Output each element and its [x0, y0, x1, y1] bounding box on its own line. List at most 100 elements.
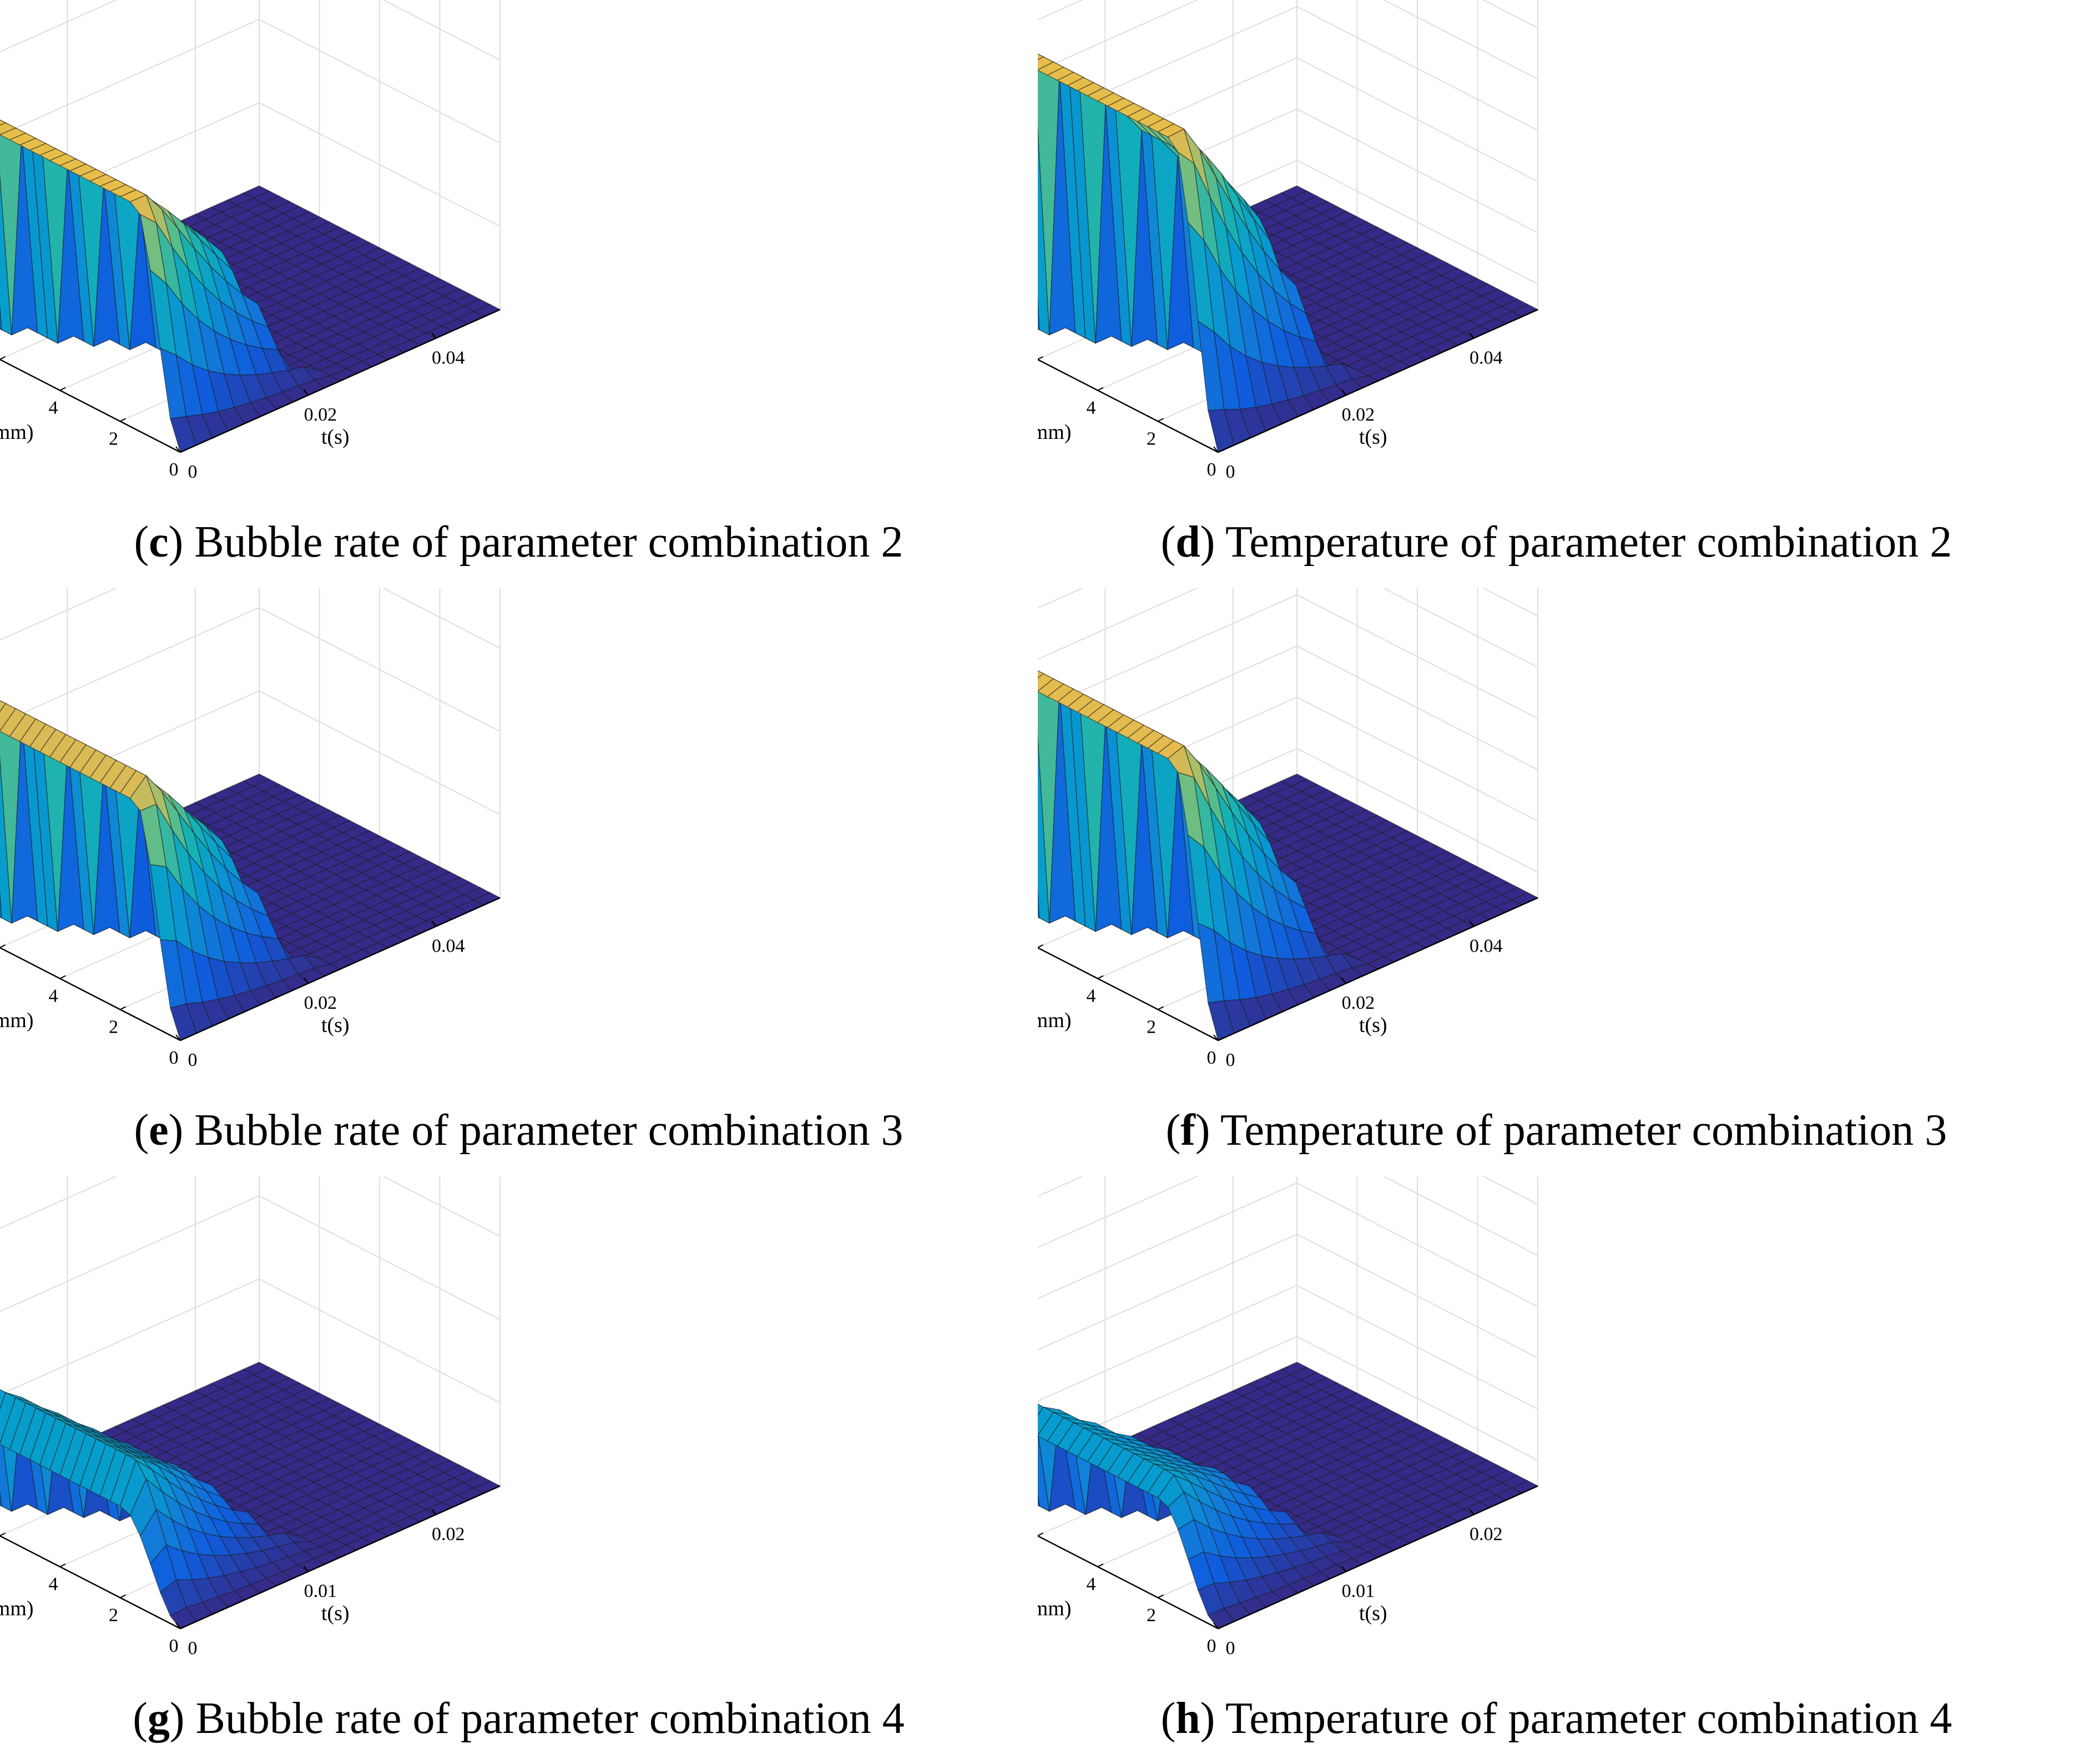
t-tick-mark [1213, 446, 1219, 453]
grid-line [1038, 1234, 1538, 1359]
caption-letter: c [149, 518, 169, 567]
x-tick-mark [1218, 1037, 1224, 1041]
t-tick-label: 0 [1226, 1638, 1235, 1659]
panel-e: 0246800.020.0400.010.020.030.04X(mm)t(s)… [0, 588, 1037, 1176]
caption-text: Bubble rate of parameter combination 4 [195, 1694, 905, 1743]
x-tick-label: 2 [109, 428, 118, 449]
t-axis-line [1218, 1485, 1538, 1630]
surface-plot-d: 0246800.020.04294296298300302304306X(mm)… [1038, 0, 1539, 482]
grid-line [0, 1278, 501, 1403]
x-tick-mark [1158, 418, 1164, 422]
axes: 0246800.020.0400.010.020.030.04X(mm)t(s)… [0, 897, 501, 1070]
x-tick-mark [1218, 1625, 1224, 1629]
surface-plot-g: 0246800.010.0200.010.020.030.04X(mm)t(s)… [0, 1176, 501, 1659]
panel-f: 0246800.020.04294296298300302304306X(mm)… [1038, 588, 2075, 1176]
surface-plot-h: 0246800.010.02294296298300302304306X(mm)… [1038, 1176, 1539, 1659]
surface [0, 119, 501, 453]
x-tick-mark [180, 1625, 186, 1629]
t-axis-line [180, 897, 501, 1042]
t-tick-mark [1341, 1565, 1347, 1572]
caption-h: (h) Temperature of parameter combination… [1160, 1694, 1952, 1743]
caption-text: Temperature of parameter combination 4 [1225, 1694, 1952, 1743]
t-tick-label: 0 [188, 462, 198, 482]
t-axis-line [180, 1485, 501, 1630]
caption-letter: g [147, 1694, 170, 1743]
caption-c: (c) Bubble rate of parameter combination… [134, 518, 903, 567]
x-axis-label: X(mm) [1038, 1009, 1072, 1032]
x-tick-label: 2 [1147, 1605, 1156, 1625]
surface [1038, 670, 1539, 1041]
x-tick-mark [0, 944, 6, 948]
x-axis-label: X(mm) [0, 1597, 34, 1620]
t-tick-label: 0 [188, 1050, 198, 1070]
t-axis-label: t(s) [321, 1013, 350, 1037]
x-tick-mark [120, 418, 126, 422]
t-axis-line [1218, 897, 1538, 1042]
x-tick-label: 4 [49, 986, 58, 1007]
axes: 0246800.010.02294296298300302304306X(mm)… [1038, 1485, 1538, 1659]
grid-line [1038, 0, 1538, 29]
t-axis-line [1218, 309, 1538, 453]
x-tick-label: 0 [1207, 1048, 1216, 1068]
panel-h: 0246800.010.02294296298300302304306X(mm)… [1038, 1176, 2075, 1764]
x-tick-label: 0 [1207, 459, 1216, 480]
axes: 0246800.020.04294296298300302304306X(mm)… [1038, 309, 1538, 482]
t-tick-label: 0 [188, 1638, 198, 1659]
t-tick-mark [431, 1508, 437, 1515]
x-tick-mark [120, 1006, 126, 1010]
surface [1038, 1362, 1539, 1629]
x-tick-mark [1218, 449, 1224, 453]
t-tick-label: 0.02 [1470, 1524, 1503, 1544]
t-tick-mark [1469, 920, 1475, 927]
surface [0, 1362, 501, 1629]
caption-text: Bubble rate of parameter combination 2 [194, 518, 903, 567]
t-tick-mark [1469, 332, 1475, 339]
t-tick-label: 0 [1226, 1050, 1235, 1070]
t-axis-label: t(s) [1359, 1601, 1387, 1625]
x-axis-label: X(mm) [0, 421, 34, 444]
t-tick-label: 0.01 [304, 1581, 337, 1601]
grid-line [1038, 0, 1538, 80]
x-tick-label: 4 [1087, 398, 1096, 418]
caption-text: Temperature of parameter combination 2 [1225, 518, 1952, 567]
x-axis-label: X(mm) [1038, 421, 1072, 444]
grid-line [1038, 1182, 1538, 1307]
t-axis-label: t(s) [321, 1601, 350, 1625]
t-tick-label: 0.02 [1342, 993, 1375, 1013]
caption-letter: f [1180, 1106, 1195, 1155]
surface [1038, 53, 1539, 453]
x-tick-mark [59, 975, 66, 979]
x-tick-label: 0 [169, 1636, 179, 1656]
x-tick-mark [1097, 1563, 1104, 1568]
x-tick-label: 0 [169, 1048, 179, 1068]
t-tick-mark [175, 1034, 181, 1041]
t-tick-mark [175, 446, 181, 453]
x-tick-label: 4 [49, 398, 58, 418]
grid-line [1038, 1176, 1538, 1256]
t-tick-label: 0 [1226, 462, 1235, 482]
caption-g: (g) Bubble rate of parameter combination… [133, 1694, 905, 1743]
surface-plot-f: 0246800.020.04294296298300302304306X(mm)… [1038, 588, 1539, 1070]
x-tick-label: 2 [1147, 1017, 1156, 1037]
x-tick-mark [1158, 1006, 1164, 1010]
x-axis-label: X(mm) [0, 1009, 34, 1032]
t-tick-label: 0.04 [1470, 347, 1503, 368]
x-tick-label: 4 [1087, 986, 1096, 1007]
grid-line [1038, 1176, 1538, 1205]
surface [0, 700, 501, 1041]
t-tick-mark [303, 1565, 309, 1572]
surface-plot-e: 0246800.020.0400.010.020.030.04X(mm)t(s)… [0, 588, 501, 1070]
x-tick-label: 2 [109, 1605, 118, 1625]
t-tick-label: 0.01 [1342, 1581, 1375, 1601]
caption-text: Temperature of parameter combination 3 [1220, 1106, 1947, 1155]
caption-f: (f) Temperature of parameter combination… [1165, 1106, 1947, 1155]
t-tick-mark [1341, 977, 1347, 984]
panel-g: 0246800.010.0200.010.020.030.04X(mm)t(s)… [0, 1176, 1037, 1764]
x-axis-label: X(mm) [1038, 1597, 1072, 1620]
t-axis-label: t(s) [321, 425, 350, 448]
t-tick-mark [175, 1623, 181, 1629]
t-tick-mark [1469, 1508, 1475, 1515]
t-tick-mark [1213, 1034, 1219, 1041]
grid-line [0, 1195, 501, 1320]
x-tick-mark [1038, 356, 1043, 360]
